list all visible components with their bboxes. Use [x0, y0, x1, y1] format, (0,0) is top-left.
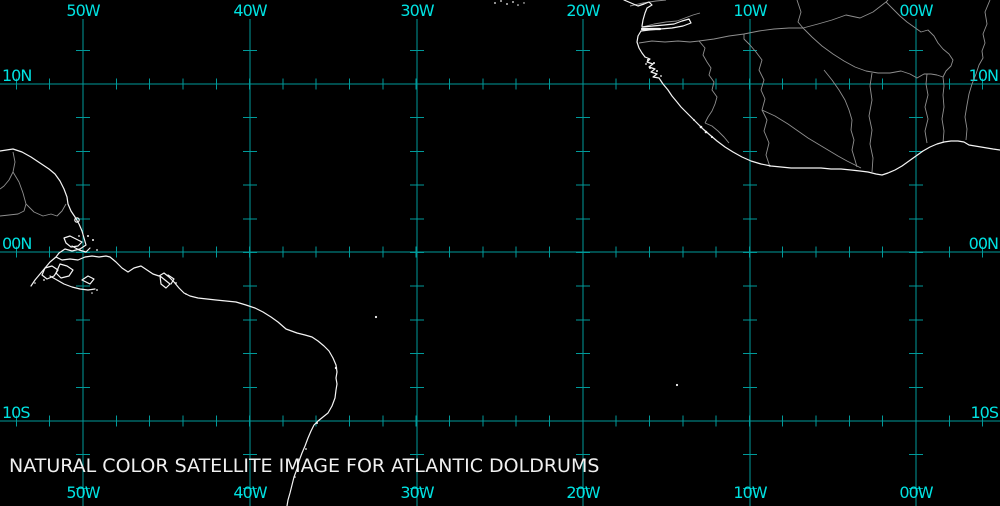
lon-label-bottom-20W: 20W	[566, 483, 600, 502]
lon-label-top-40W: 40W	[233, 1, 267, 20]
lon-label-top-50W: 50W	[66, 1, 100, 20]
caption-title: NATURAL COLOR SATELLITE IMAGE FOR ATLANT…	[9, 455, 600, 478]
lon-label-bottom-40W: 40W	[233, 483, 267, 502]
lon-label-top-10W: 10W	[733, 1, 767, 20]
lat-label-left-10N: 10N	[2, 66, 32, 85]
lat-label-right-10N: 10N	[968, 66, 999, 85]
lon-label-bottom-30W: 30W	[400, 483, 434, 502]
lon-label-bottom-10W: 10W	[733, 483, 767, 502]
lon-label-top-30W: 30W	[400, 1, 434, 20]
lat-label-right-10S: 10S	[970, 403, 998, 422]
lat-label-left-10S: 10S	[2, 403, 30, 422]
lon-label-bottom-50W: 50W	[66, 483, 100, 502]
lat-label-right-00N: 00N	[968, 234, 999, 253]
lon-label-bottom-00W: 00W	[899, 483, 933, 502]
lat-label-left-00N: 00N	[2, 234, 32, 253]
lon-label-top-20W: 20W	[566, 1, 600, 20]
lon-label-top-00W: 00W	[899, 1, 933, 20]
